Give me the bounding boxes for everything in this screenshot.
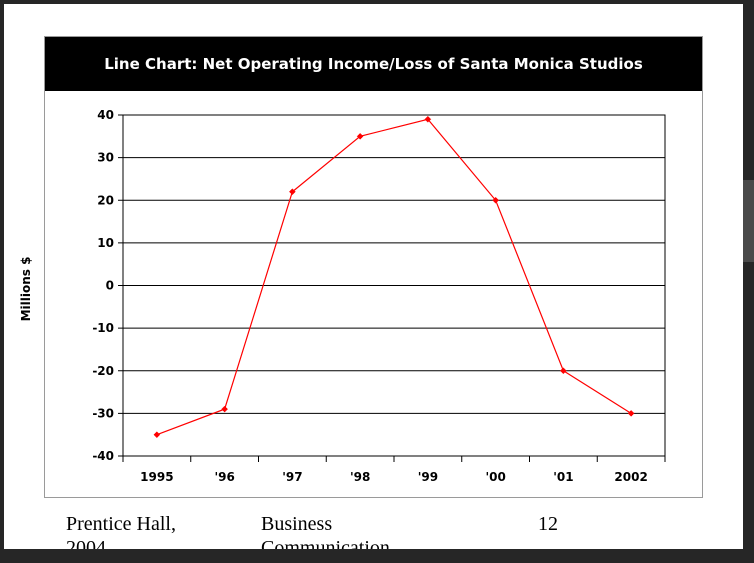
x-tick-label: '96 — [214, 470, 234, 484]
x-tick-label: '99 — [418, 470, 438, 484]
footer-publisher-line2: 2004 — [66, 537, 106, 549]
data-point — [424, 115, 432, 123]
slide: Line Chart: Net Operating Income/Loss of… — [4, 4, 743, 549]
data-point — [492, 196, 499, 204]
x-tick-label: '98 — [350, 470, 370, 484]
data-point — [627, 410, 635, 417]
x-tick-label: '97 — [282, 470, 302, 484]
y-tick-label: 10 — [97, 236, 114, 250]
x-tick-label: '01 — [553, 470, 573, 484]
line-chart: 40 30 20 10 0 -10 -20 -30 -40 1995 '96 '97 '98 '99 '00… — [92, 108, 666, 484]
data-point — [356, 132, 364, 140]
y-tick-label: -20 — [92, 364, 114, 378]
x-tick-label: 2002 — [614, 470, 647, 484]
y-tick-label: -40 — [92, 449, 114, 463]
y-tick-label: 0 — [106, 279, 114, 293]
y-tick-label: 30 — [97, 151, 114, 165]
footer-page-number: 12 — [538, 513, 558, 535]
x-tick-label: '00 — [485, 470, 505, 484]
footer-book-line2: Communication — [261, 537, 390, 549]
footer-book-line1: Business — [261, 513, 333, 535]
y-tick-label: 20 — [97, 193, 114, 207]
series-line — [156, 118, 632, 436]
data-point — [560, 367, 567, 375]
footer-publisher: Prentice Hall, 2004 — [66, 512, 176, 549]
data-point — [289, 188, 296, 196]
y-tick-label: -10 — [92, 321, 114, 335]
y-tick-label: 40 — [97, 108, 114, 122]
data-point — [221, 405, 228, 413]
footer-publisher-line1: Prentice Hall, — [66, 513, 176, 535]
footer-book-title: Business Communication — [261, 512, 390, 549]
y-tick-label: -30 — [92, 406, 114, 420]
data-point — [153, 431, 161, 439]
x-tick-label: 1995 — [140, 470, 173, 484]
chart-title: Line Chart: Net Operating Income/Loss of… — [45, 37, 702, 91]
